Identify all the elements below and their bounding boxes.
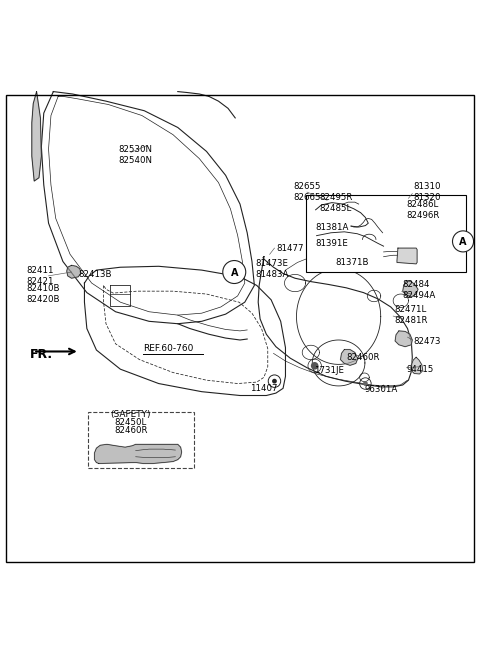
- Circle shape: [223, 261, 246, 284]
- Circle shape: [363, 381, 368, 386]
- FancyBboxPatch shape: [88, 412, 194, 468]
- Polygon shape: [32, 91, 41, 181]
- Circle shape: [453, 231, 474, 252]
- Text: A: A: [459, 237, 467, 247]
- Text: 96301A: 96301A: [364, 385, 398, 394]
- Text: 82411
82421: 82411 82421: [26, 266, 54, 286]
- Text: REF.60-760: REF.60-760: [144, 344, 194, 353]
- Text: A: A: [230, 268, 238, 278]
- Text: 81310
81320: 81310 81320: [413, 182, 441, 202]
- Text: 81473E
81483A: 81473E 81483A: [256, 259, 289, 279]
- Text: 81381A: 81381A: [316, 223, 349, 233]
- Text: 81391E: 81391E: [316, 238, 348, 248]
- Text: 82410B
82420B: 82410B 82420B: [26, 284, 60, 304]
- Polygon shape: [411, 357, 423, 374]
- FancyBboxPatch shape: [306, 195, 467, 272]
- Text: 1731JE: 1731JE: [314, 366, 344, 375]
- Text: 82655
82665: 82655 82665: [294, 182, 321, 202]
- Text: 82450L: 82450L: [115, 418, 147, 427]
- Text: FR.: FR.: [30, 348, 53, 361]
- Text: 82473: 82473: [413, 338, 441, 346]
- Text: (SAFETY): (SAFETY): [110, 409, 150, 419]
- Text: 82460R: 82460R: [346, 353, 380, 362]
- Text: 82530N
82540N: 82530N 82540N: [118, 145, 152, 166]
- Circle shape: [272, 378, 277, 384]
- Text: 94415: 94415: [407, 365, 434, 374]
- Polygon shape: [340, 350, 358, 365]
- Text: 82484
82494A: 82484 82494A: [403, 280, 436, 300]
- Polygon shape: [67, 265, 81, 279]
- Polygon shape: [95, 444, 181, 463]
- Text: 11407: 11407: [250, 384, 278, 393]
- Text: 81477: 81477: [276, 244, 303, 252]
- Text: 82486L
82496R: 82486L 82496R: [407, 200, 440, 220]
- Circle shape: [311, 362, 319, 370]
- Text: 81371B: 81371B: [336, 258, 369, 267]
- Text: 82471L
82481R: 82471L 82481R: [394, 305, 428, 325]
- Text: 82413B: 82413B: [78, 271, 112, 279]
- Polygon shape: [395, 331, 412, 347]
- Text: 82460R: 82460R: [115, 426, 148, 435]
- Polygon shape: [403, 281, 418, 297]
- Polygon shape: [397, 248, 417, 264]
- Text: 82495R
82485L: 82495R 82485L: [319, 193, 352, 213]
